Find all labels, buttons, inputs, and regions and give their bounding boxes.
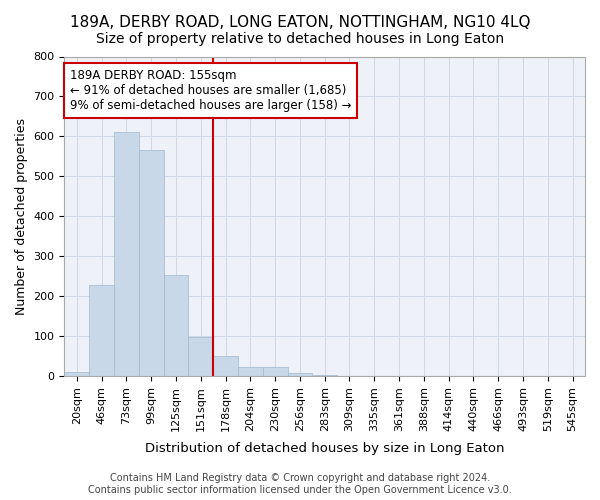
Bar <box>164 276 188 376</box>
Bar <box>263 367 287 376</box>
X-axis label: Distribution of detached houses by size in Long Eaton: Distribution of detached houses by size … <box>145 442 505 455</box>
Y-axis label: Number of detached properties: Number of detached properties <box>15 118 28 315</box>
Bar <box>139 150 164 376</box>
Bar <box>64 372 89 376</box>
Bar <box>213 356 238 376</box>
Text: Size of property relative to detached houses in Long Eaton: Size of property relative to detached ho… <box>96 32 504 46</box>
Bar <box>114 132 139 376</box>
Bar <box>238 367 263 376</box>
Bar <box>188 338 213 376</box>
Text: 189A DERBY ROAD: 155sqm
← 91% of detached houses are smaller (1,685)
9% of semi-: 189A DERBY ROAD: 155sqm ← 91% of detache… <box>70 70 351 112</box>
Text: 189A, DERBY ROAD, LONG EATON, NOTTINGHAM, NG10 4LQ: 189A, DERBY ROAD, LONG EATON, NOTTINGHAM… <box>70 15 530 30</box>
Text: Contains HM Land Registry data © Crown copyright and database right 2024.
Contai: Contains HM Land Registry data © Crown c… <box>88 474 512 495</box>
Bar <box>287 373 313 376</box>
Bar <box>89 285 114 376</box>
